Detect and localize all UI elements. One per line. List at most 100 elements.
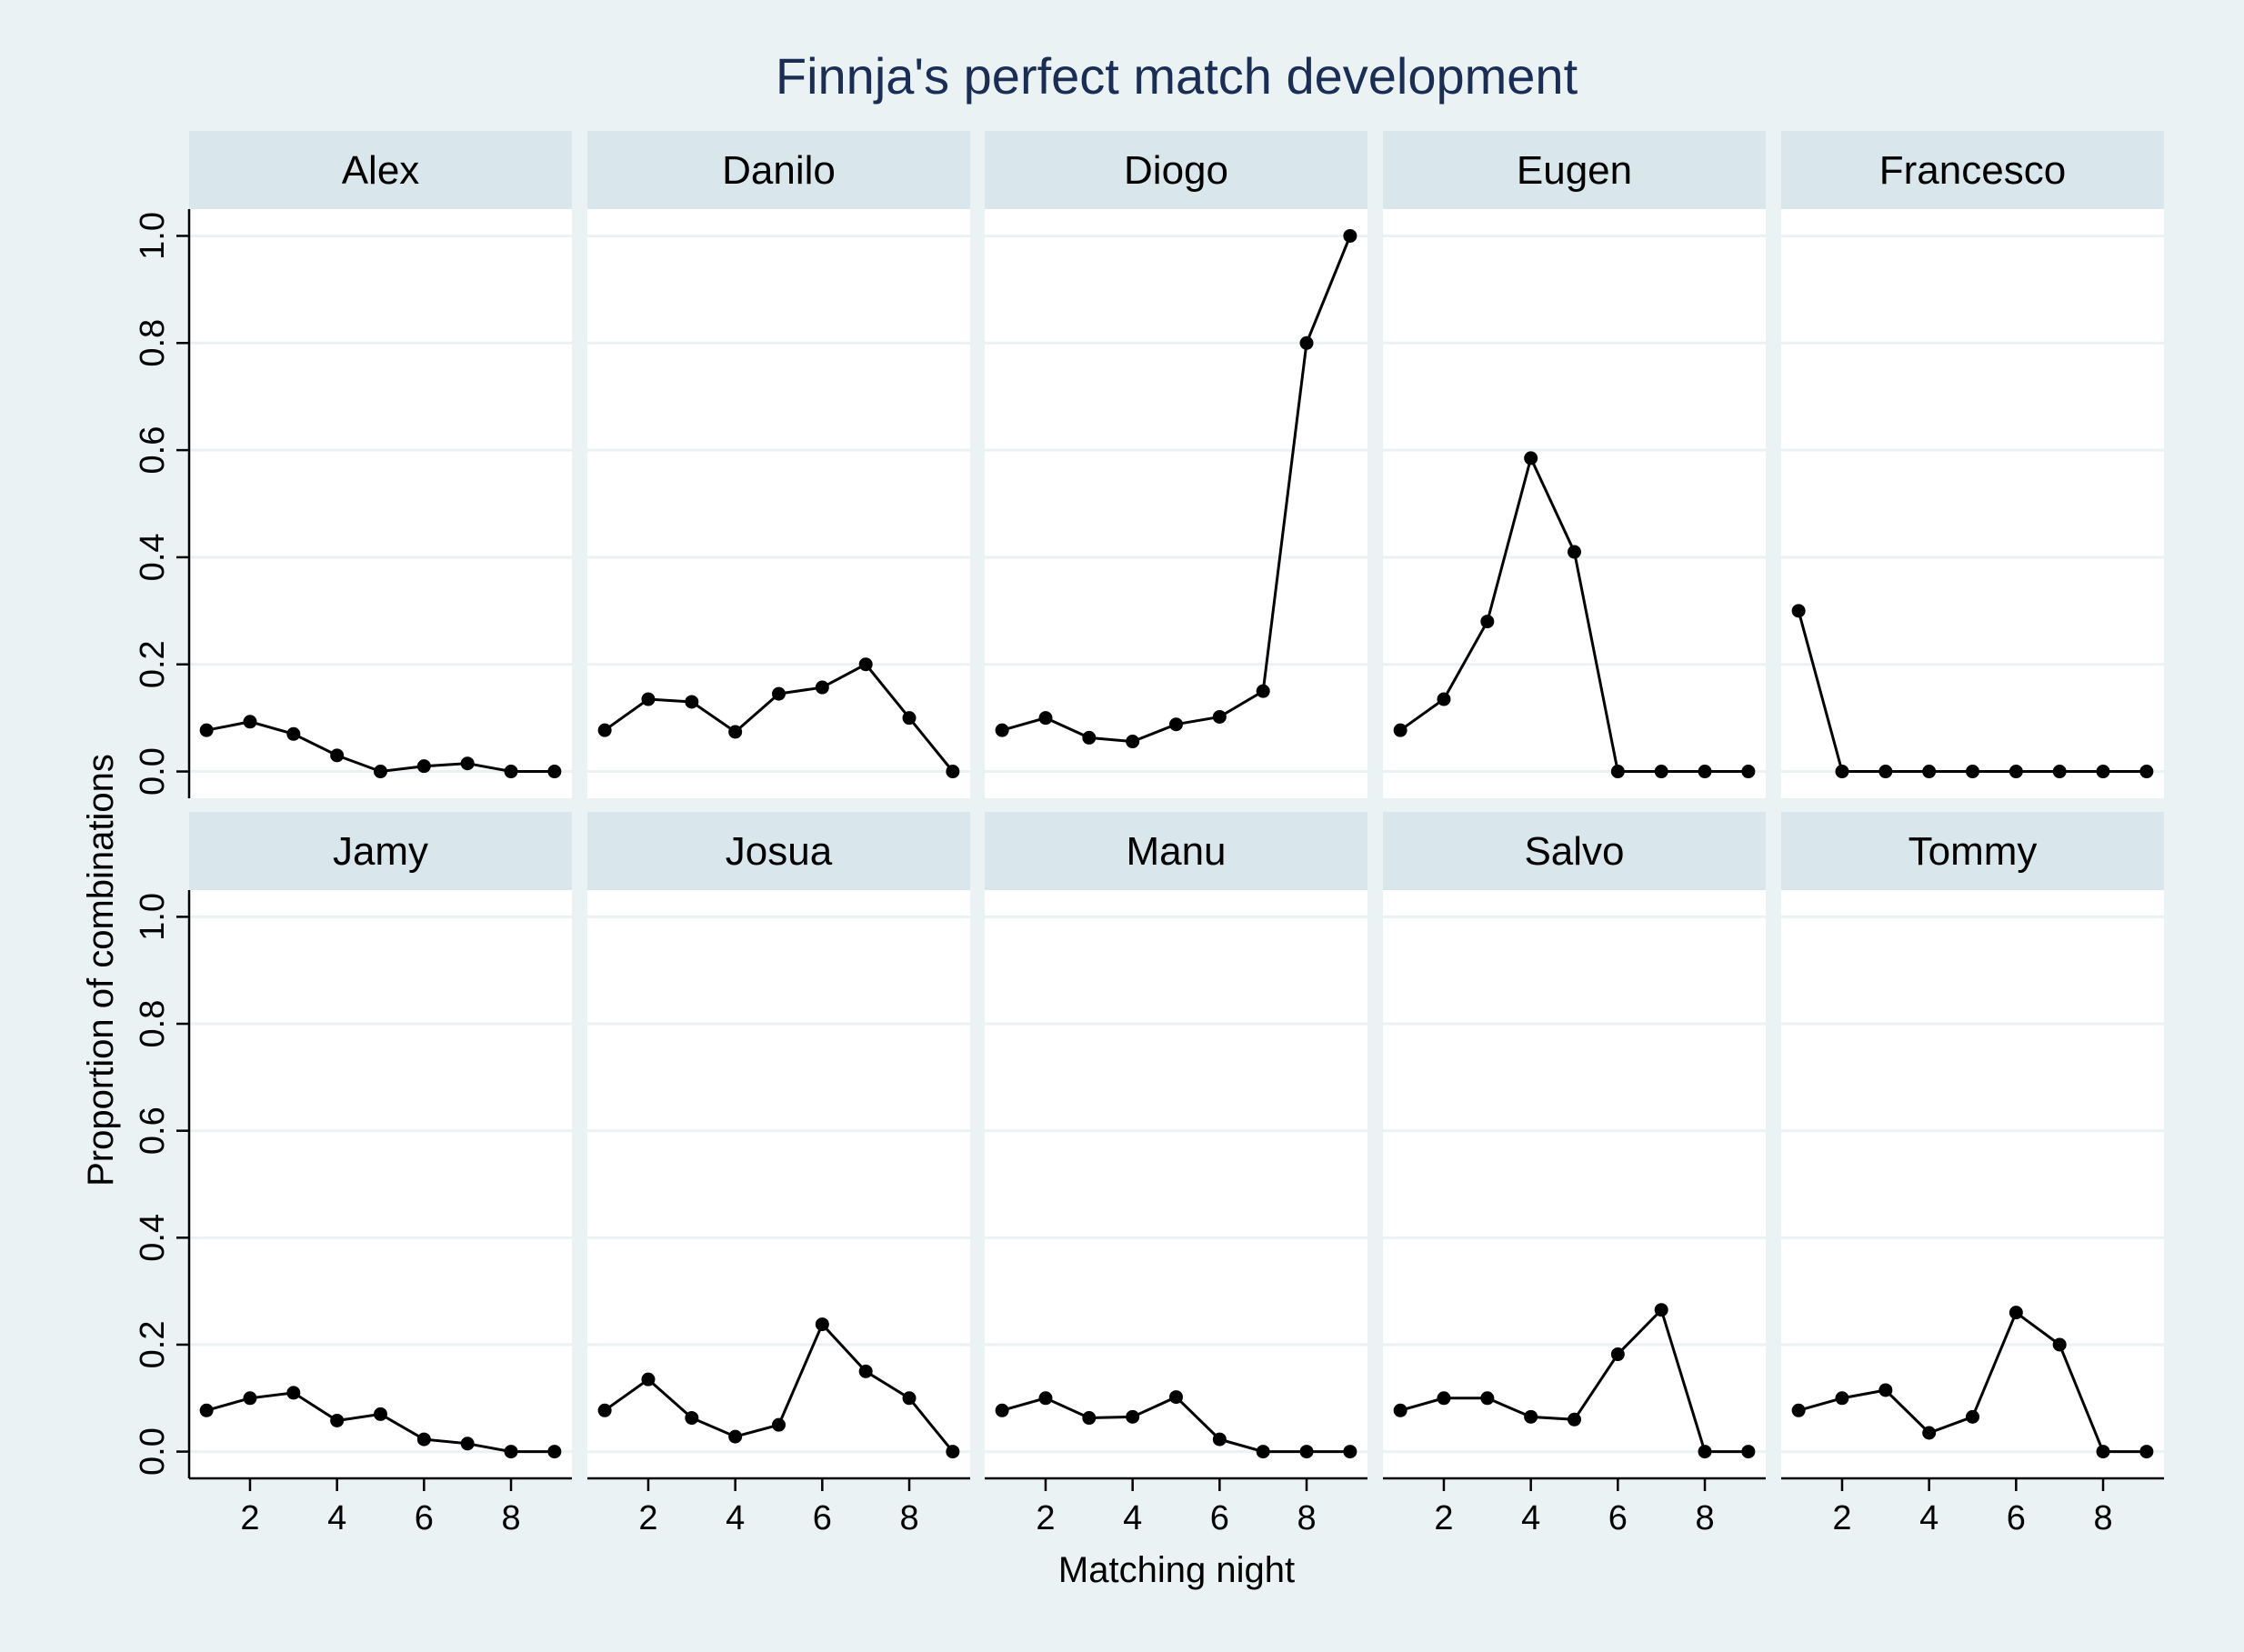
x-tick-label: 6 [813, 1499, 832, 1537]
data-point [1256, 1445, 1270, 1459]
y-tick-label: 0.6 [134, 1106, 172, 1155]
y-tick-label: 1.0 [134, 212, 172, 260]
data-point [243, 1391, 257, 1406]
y-tick-label: 0.4 [134, 1214, 172, 1262]
panel-eugen: Eugen [1383, 131, 1766, 798]
plot-area [1383, 890, 1766, 1478]
x-tick-label: 6 [2007, 1499, 2026, 1537]
data-point [199, 723, 214, 737]
x-tick-label: 8 [899, 1499, 918, 1537]
data-point [1524, 451, 1538, 466]
data-point [946, 1445, 960, 1459]
panel-title: Josua [726, 829, 833, 874]
x-tick-label: 6 [1210, 1499, 1229, 1537]
x-tick-label: 2 [1036, 1499, 1055, 1537]
x-tick-label: 2 [638, 1499, 657, 1537]
data-point [2139, 1445, 2154, 1459]
data-point [2052, 1337, 2067, 1352]
data-point [1966, 765, 1979, 779]
data-point [1169, 1390, 1183, 1405]
data-point [1741, 765, 1756, 779]
plot-area [985, 209, 1367, 798]
data-point [286, 726, 301, 741]
data-point [416, 1432, 431, 1447]
x-tick-label: 2 [240, 1499, 259, 1537]
panel-strip [587, 131, 970, 209]
y-tick-label: 0.8 [134, 319, 172, 367]
data-point [685, 1411, 699, 1426]
data-point [286, 1386, 301, 1400]
data-point [1126, 735, 1140, 749]
data-point [1343, 228, 1357, 243]
data-point [1878, 765, 1893, 779]
data-point [1791, 604, 1806, 618]
panel-title: Diogo [1124, 148, 1228, 193]
panel-title: Alex [342, 148, 420, 193]
x-tick-label: 4 [1123, 1499, 1142, 1537]
data-point [995, 1403, 1009, 1417]
data-point [1966, 1409, 1979, 1424]
data-point [243, 715, 257, 729]
data-point [858, 1364, 873, 1378]
data-point [641, 692, 656, 706]
panel-diogo: Diogo [985, 131, 1367, 798]
data-point [547, 1445, 562, 1459]
x-axis-label: Matching night [1058, 1550, 1295, 1590]
data-point [1480, 1391, 1495, 1406]
panel-title: Francesco [1879, 148, 2066, 193]
plot-area [189, 209, 572, 798]
panel-strip [189, 812, 572, 890]
x-tick-label: 4 [1521, 1499, 1540, 1537]
data-point [1922, 1426, 1937, 1440]
y-axis-label: Proportion of combinations [81, 754, 121, 1186]
data-point [1698, 765, 1712, 779]
data-point [1791, 1403, 1806, 1417]
panel-jamy: Jamy 0.0 0.2 0.4 0.6 0.8 1.0 2 4 6 8 [134, 812, 572, 1537]
data-point [728, 725, 743, 739]
data-point [1480, 615, 1495, 629]
panels-layer: Alex 0.0 0.2 0.4 0.6 0.8 1.0 Danilo Diogo Eugen Fr… [134, 131, 2164, 1537]
panel-strip [1781, 812, 2164, 890]
data-point [1038, 1391, 1053, 1406]
y-tick-label: 0.2 [134, 640, 172, 688]
data-point [1038, 711, 1053, 726]
data-point [815, 680, 829, 695]
plot-area [1383, 209, 1766, 798]
data-point [815, 1317, 829, 1332]
data-point [460, 1437, 475, 1451]
data-point [2096, 1445, 2110, 1459]
panel-title: Manu [1126, 829, 1226, 874]
data-point [728, 1429, 743, 1444]
x-tick-label: 6 [1608, 1499, 1628, 1537]
data-point [1654, 1303, 1668, 1317]
data-point [2052, 765, 2067, 779]
data-point [199, 1403, 214, 1417]
data-point [1343, 1445, 1357, 1459]
data-point [416, 759, 431, 774]
x-tick-label: 4 [726, 1499, 745, 1537]
y-tick-label: 0.0 [134, 1427, 172, 1476]
data-point [1212, 1432, 1227, 1447]
plot-area [587, 209, 970, 798]
data-point [1299, 335, 1314, 350]
data-point [1299, 1445, 1314, 1459]
panel-alex: Alex 0.0 0.2 0.4 0.6 0.8 1.0 [134, 131, 572, 798]
chart-title: Finnja's perfect match development [776, 47, 1578, 105]
data-point [1169, 717, 1183, 732]
x-tick-label: 8 [501, 1499, 520, 1537]
data-point [902, 711, 917, 726]
data-point [1698, 1445, 1712, 1459]
panel-title: Jamy [333, 829, 428, 874]
data-point [1256, 684, 1270, 698]
x-tick-label: 2 [1832, 1499, 1851, 1537]
panel-title: Tommy [1908, 829, 2038, 874]
data-point [641, 1372, 656, 1387]
data-point [1610, 1347, 1625, 1362]
data-point [1568, 545, 1581, 559]
data-point [685, 695, 699, 709]
panel-salvo: Salvo 2 4 6 8 [1383, 812, 1766, 1537]
panel-title: Eugen [1517, 148, 1632, 193]
data-point [995, 723, 1009, 737]
data-point [2096, 765, 2110, 779]
data-point [772, 686, 786, 701]
